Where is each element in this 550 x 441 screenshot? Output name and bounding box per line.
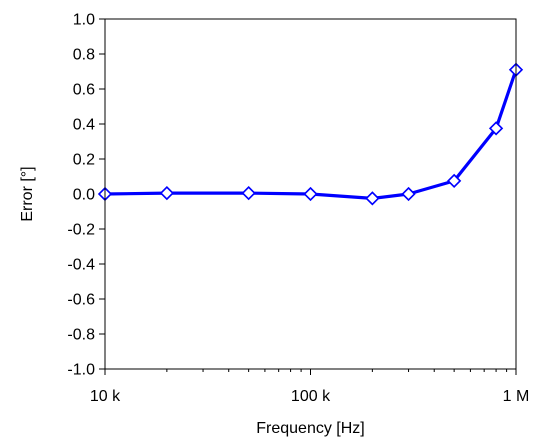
data-point-marker	[488, 121, 504, 136]
y-tick-label: 0.2	[73, 152, 95, 169]
y-tick-label: 0.4	[73, 117, 95, 134]
y-tick-label: 0.6	[73, 82, 95, 99]
data-point-marker	[303, 186, 318, 202]
y-axis-label: Error [°]	[19, 166, 36, 221]
data-point-marker	[447, 173, 462, 189]
y-tick-label: 0.8	[73, 47, 95, 64]
y-tick-label: -0.4	[67, 257, 95, 274]
data-point-marker	[365, 191, 380, 206]
y-axis-ticks: 1.0 0.8 0.6 0.4 0.2 0.0 -0.2 -0.4 -0.6 -0.8 -1.0	[67, 12, 105, 379]
series-layer	[97, 62, 524, 206]
y-tick-label: -1.0	[67, 362, 95, 379]
x-tick-label: 100 k	[291, 388, 331, 405]
y-tick-label: -0.2	[67, 222, 95, 239]
x-axis-ticks: 10 k 100 k 1 M	[90, 369, 529, 405]
y-tick-label: 1.0	[73, 12, 95, 29]
data-point-marker	[159, 185, 174, 201]
plot-area-frame	[104, 18, 517, 370]
x-axis-label: Frequency [Hz]	[256, 420, 364, 437]
x-tick-label: 10 k	[90, 388, 121, 405]
x-tick-label: 1 M	[503, 388, 530, 405]
y-tick-label: -0.6	[67, 292, 95, 309]
data-point-marker	[241, 185, 256, 201]
data-point-marker	[401, 186, 416, 202]
y-tick-label: -0.8	[67, 327, 95, 344]
y-tick-label: 0.0	[73, 187, 95, 204]
